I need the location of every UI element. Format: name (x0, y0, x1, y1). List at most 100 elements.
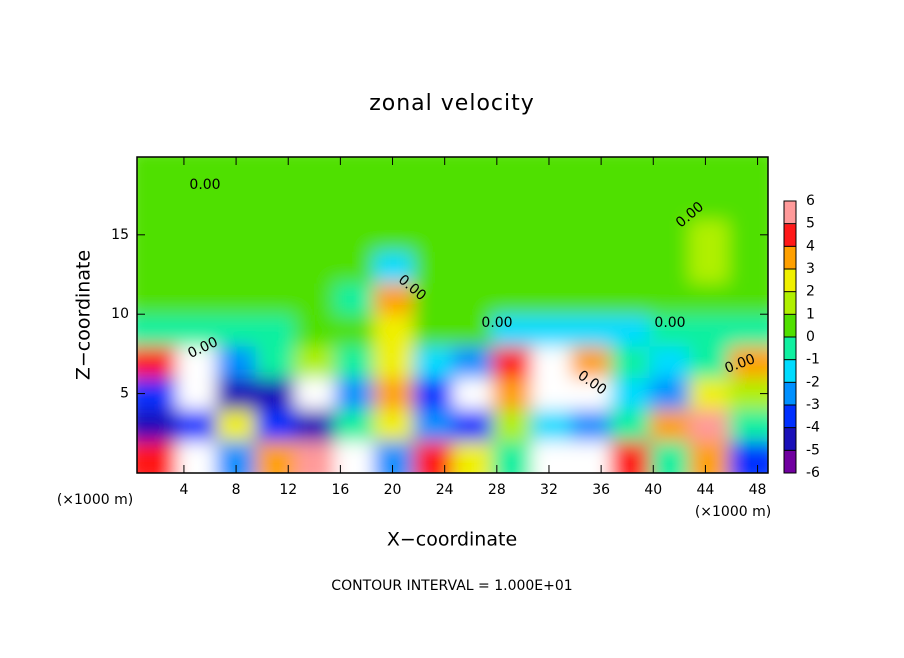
field-cell (334, 346, 375, 380)
field-cell (689, 157, 730, 190)
field-cell (452, 251, 493, 285)
field-cell (452, 283, 493, 316)
colorbar-swatch (784, 405, 796, 429)
colorbar-label: -6 (806, 465, 820, 481)
field-cell (649, 409, 691, 443)
field-cell (176, 378, 217, 411)
field-cell (610, 315, 651, 348)
field-cell (531, 346, 572, 380)
field-cell (255, 220, 296, 253)
field-cell (649, 283, 691, 316)
x-unit-label: (×1000 m) (57, 492, 133, 508)
field-cell (176, 283, 217, 316)
field-cell (452, 346, 493, 380)
colorbar-label: 1 (806, 306, 815, 322)
colorbar-label: -2 (806, 374, 820, 390)
colorbar-swatch (784, 291, 796, 315)
colorbar-label: -5 (806, 442, 820, 458)
field-cell (255, 188, 296, 222)
field-cell (294, 220, 336, 253)
field-cell (531, 378, 572, 411)
field-cell (373, 157, 415, 190)
field-cell (649, 251, 691, 285)
contour-label: 0.00 (654, 315, 685, 331)
field-cell (294, 378, 336, 411)
field-cell (413, 251, 454, 285)
field-cell (531, 188, 572, 222)
field-cell (491, 409, 533, 443)
field-cell (373, 283, 415, 316)
x-tick-label: 40 (644, 482, 662, 498)
field-cell (491, 251, 533, 285)
x-tick-label: 8 (232, 482, 241, 498)
colorbar-swatch (784, 450, 796, 474)
field-cell (413, 378, 454, 411)
y-tick-label: 10 (111, 306, 129, 322)
field-cell (689, 441, 730, 473)
field-cell (728, 251, 768, 285)
field-cell (689, 378, 730, 411)
field-cell (137, 378, 178, 411)
field-cell (294, 251, 336, 285)
field-cell (531, 251, 572, 285)
field-cell (137, 157, 178, 190)
field-cell (413, 441, 454, 473)
colorbar-swatch (784, 382, 796, 406)
colorbar-label: 5 (806, 216, 815, 232)
x-tick-label: 48 (749, 482, 767, 498)
colorbar-swatch (784, 223, 796, 247)
colorbar-label: -4 (806, 420, 820, 436)
field-cell (373, 409, 415, 443)
colorbar-label: -3 (806, 397, 820, 413)
field-cell (610, 346, 651, 380)
field-cell (255, 283, 296, 316)
field-cell (570, 188, 612, 222)
field-cell (689, 251, 730, 285)
field-cell (334, 409, 375, 443)
contour-label: 0.00 (189, 177, 220, 193)
field-cell (491, 315, 533, 348)
field-cell (294, 188, 336, 222)
colorbar-label: 4 (806, 238, 815, 254)
x-axis-label: X−coordinate (387, 529, 517, 551)
x-tick-label: 28 (488, 482, 506, 498)
field-cell (610, 220, 651, 253)
field-cell (373, 315, 415, 348)
field-cell (176, 409, 217, 443)
field-cell (491, 188, 533, 222)
field-cell (531, 157, 572, 190)
field-cell (413, 409, 454, 443)
field-cell (452, 157, 493, 190)
field-cell (176, 251, 217, 285)
field-cells (137, 157, 768, 473)
field-cell (531, 220, 572, 253)
field-cell (491, 346, 533, 380)
field-cell (531, 315, 572, 348)
field-cell (334, 157, 375, 190)
contour-label: 0.00 (481, 315, 512, 331)
field-cell (373, 251, 415, 285)
field-cell (728, 315, 768, 348)
field-cell (137, 315, 178, 348)
field-cell (570, 441, 612, 473)
field-cell (255, 157, 296, 190)
x-tick-label: 32 (540, 482, 558, 498)
field-cell (215, 188, 257, 222)
field-cell (215, 157, 257, 190)
field-cell (570, 283, 612, 316)
field-cell (531, 441, 572, 473)
field-cell (373, 346, 415, 380)
field-cell (137, 441, 178, 473)
field-cell (176, 188, 217, 222)
field-cell (649, 346, 691, 380)
colorbar-label: 2 (806, 284, 815, 300)
field-cell (137, 251, 178, 285)
field-cell (689, 283, 730, 316)
field-cell (570, 220, 612, 253)
field-cell (728, 157, 768, 190)
colorbar-swatch (784, 201, 796, 225)
colorbar-swatch (784, 269, 796, 293)
field-cell (570, 409, 612, 443)
field-cell (176, 220, 217, 253)
field-cell (294, 346, 336, 380)
